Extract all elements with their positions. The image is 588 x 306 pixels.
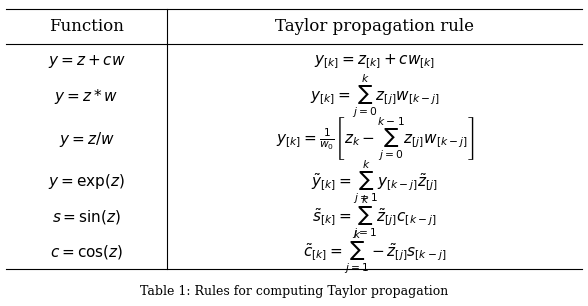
- Text: $c = \cos(z)$: $c = \cos(z)$: [50, 243, 123, 261]
- Text: $y = \exp(z)$: $y = \exp(z)$: [48, 173, 125, 192]
- Text: Taylor propagation rule: Taylor propagation rule: [275, 18, 474, 35]
- Text: $\tilde{c}_{[k]} = \sum_{j=1}^{k} -\tilde{z}_{[j]}s_{[k-j]}$: $\tilde{c}_{[k]} = \sum_{j=1}^{k} -\tild…: [303, 228, 446, 275]
- Text: $s = \sin(z)$: $s = \sin(z)$: [52, 208, 121, 226]
- Text: $\tilde{s}_{[k]} = \sum_{j=1}^{k} \tilde{z}_{[j]}c_{[k-j]}$: $\tilde{s}_{[k]} = \sum_{j=1}^{k} \tilde…: [312, 193, 437, 241]
- Text: $\tilde{y}_{[k]} = \sum_{j=1}^{k} y_{[k-j]}\tilde{z}_{[j]}$: $\tilde{y}_{[k]} = \sum_{j=1}^{k} y_{[k-…: [311, 158, 438, 206]
- Text: Function: Function: [49, 18, 124, 35]
- Text: $y_{[k]} = \sum_{j=0}^{k} z_{[j]}w_{[k-j]}$: $y_{[k]} = \sum_{j=0}^{k} z_{[j]}w_{[k-j…: [310, 73, 440, 120]
- Text: $y = z * w$: $y = z * w$: [55, 87, 119, 106]
- Text: $y_{[k]} = \frac{1}{w_0}\left[z_k - \sum_{j=0}^{k-1} z_{[j]}w_{[k-j]}\right]$: $y_{[k]} = \frac{1}{w_0}\left[z_k - \sum…: [276, 116, 474, 163]
- Text: $y = z + cw$: $y = z + cw$: [48, 53, 125, 70]
- Text: Table 1: Rules for computing Taylor propagation: Table 1: Rules for computing Taylor prop…: [140, 285, 448, 297]
- Text: $y_{[k]} = z_{[k]} + cw_{[k]}$: $y_{[k]} = z_{[k]} + cw_{[k]}$: [314, 52, 435, 71]
- Text: $y = z/w$: $y = z/w$: [59, 130, 115, 149]
